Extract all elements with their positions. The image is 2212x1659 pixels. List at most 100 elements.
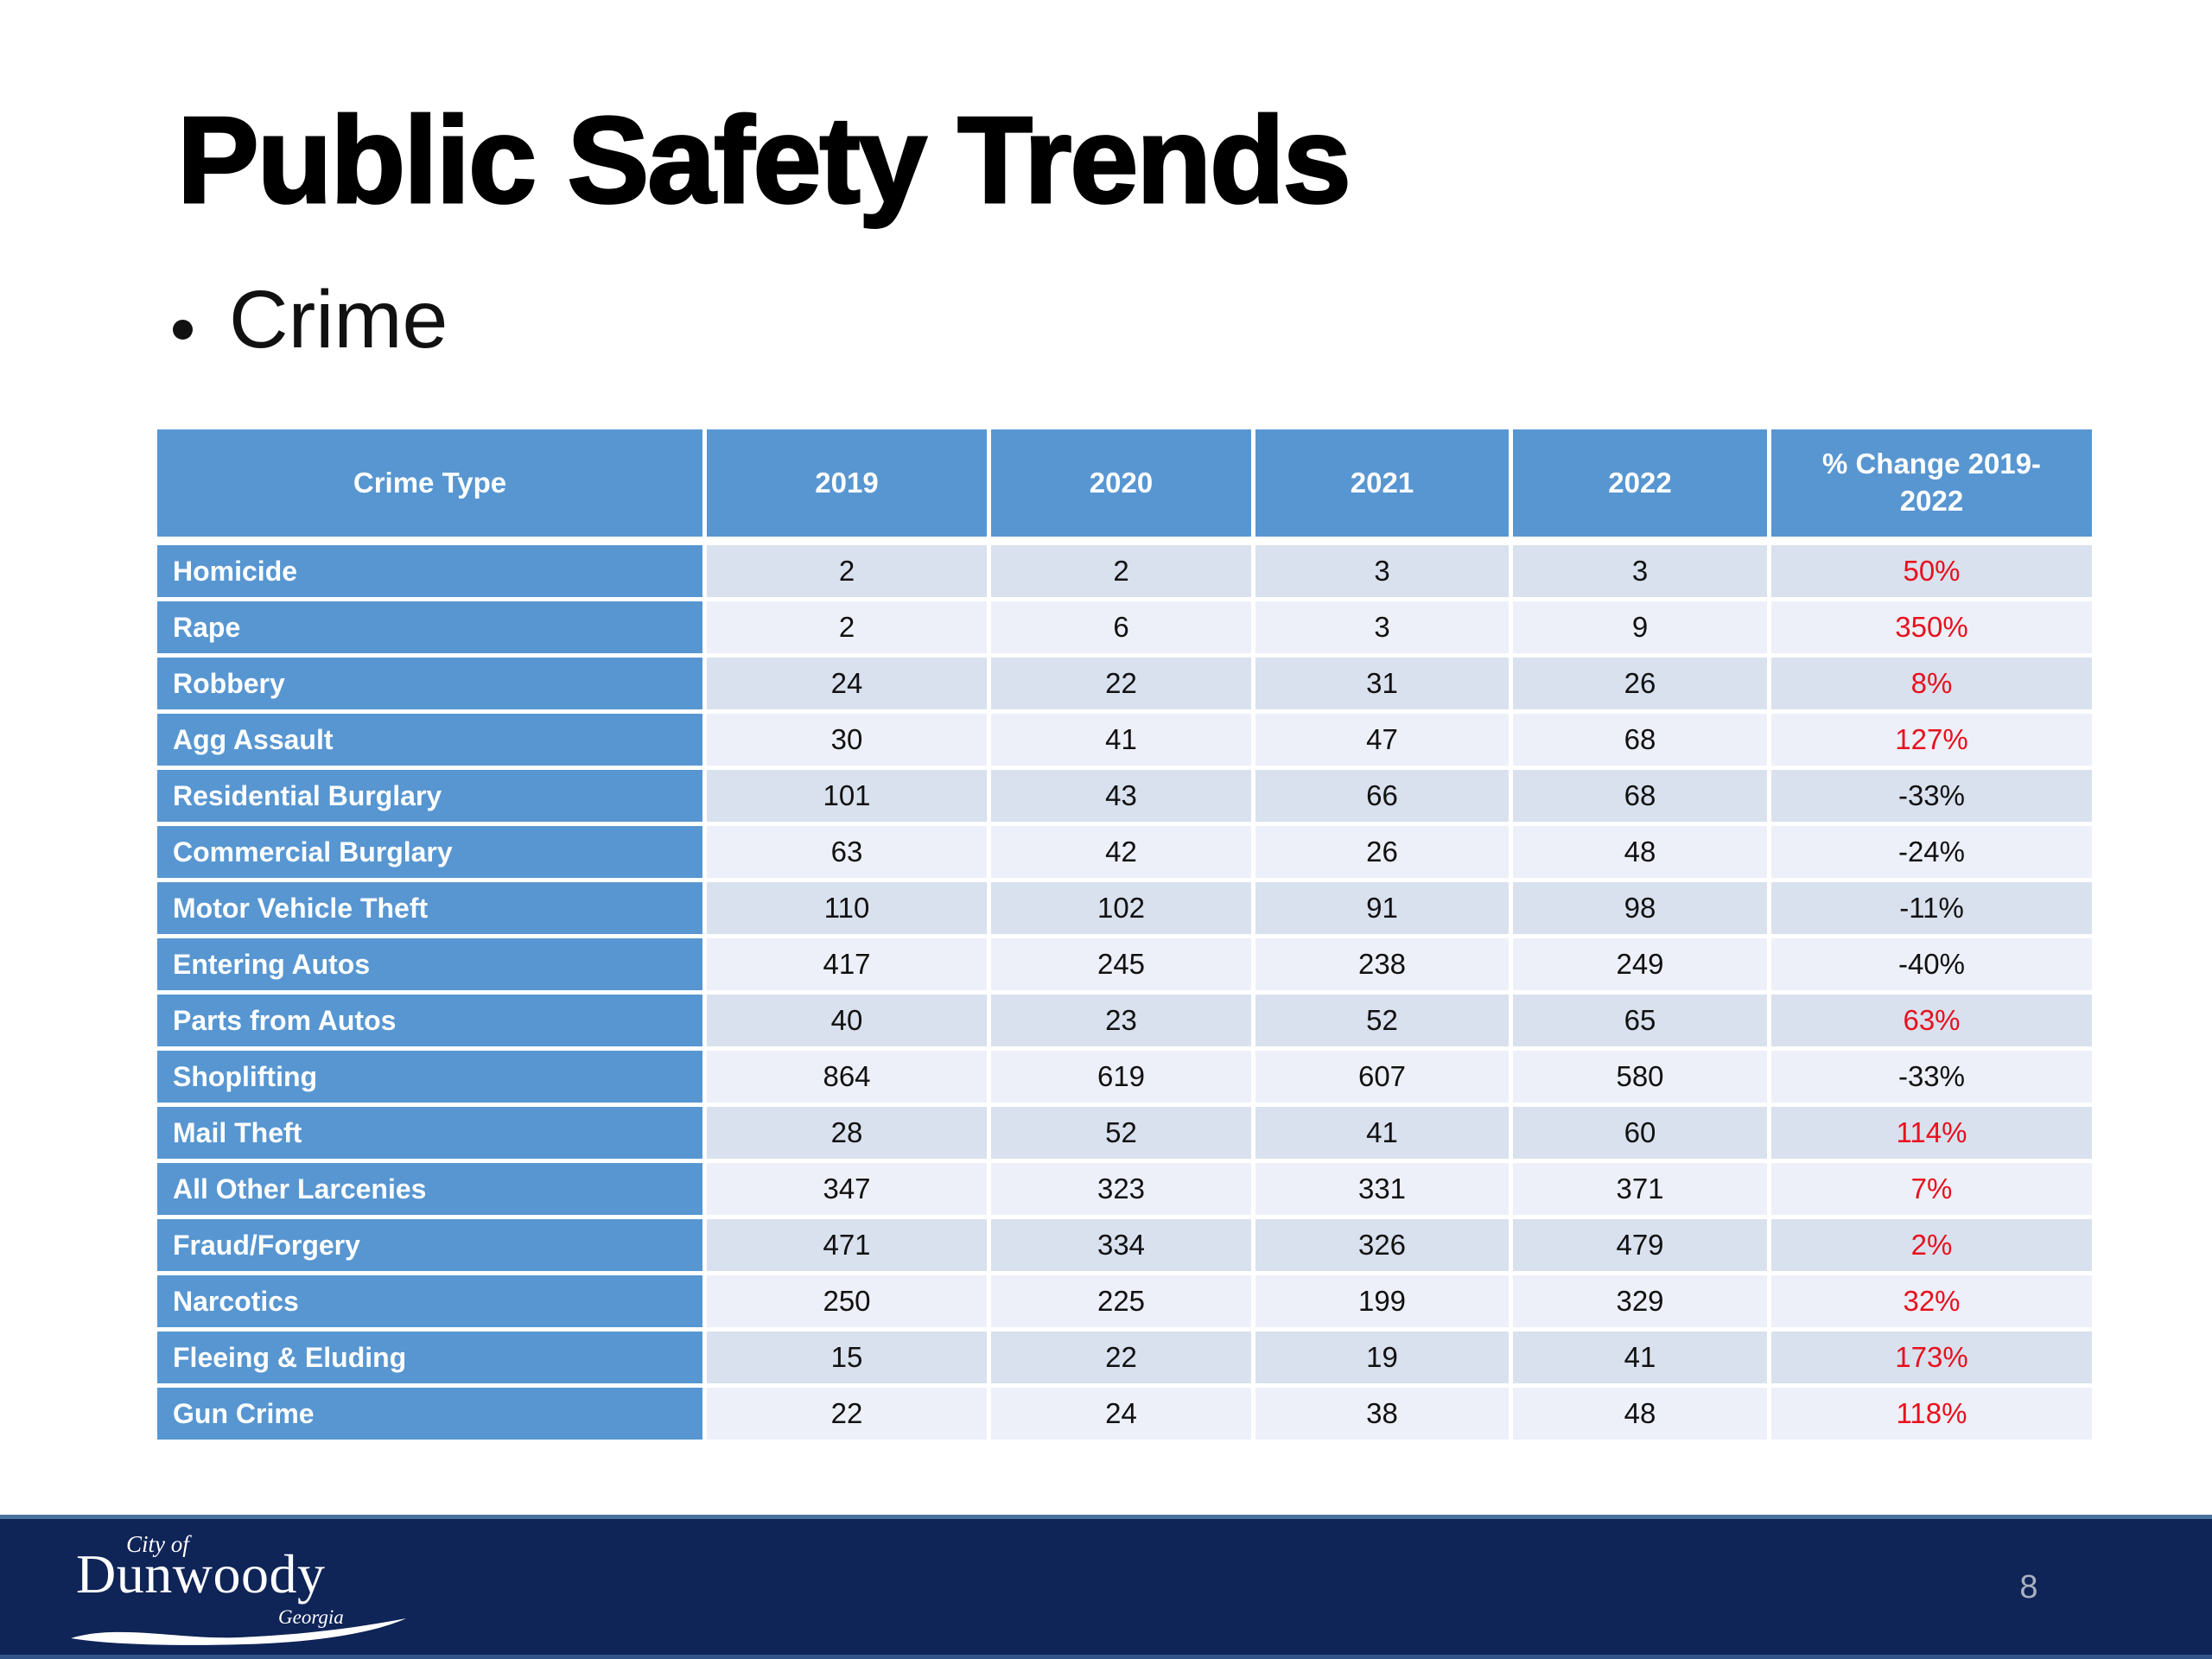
crime-type-cell: Entering Autos <box>157 938 702 990</box>
value-cell: 371 <box>1513 1163 1767 1215</box>
footer-bar: City of Dunwoody Georgia 8 <box>0 1515 2212 1659</box>
value-cell: 41 <box>1255 1107 1509 1159</box>
pct-change-cell: -11% <box>1771 882 2092 934</box>
value-cell: 68 <box>1513 714 1767 766</box>
crime-type-cell: Fleeing & Eluding <box>157 1332 702 1383</box>
value-cell: 101 <box>707 770 987 822</box>
value-cell: 2 <box>707 545 987 597</box>
table-header-label: % Change 2019-2022 <box>1821 448 2042 517</box>
value-cell: 3 <box>1255 601 1509 653</box>
table-header-label: 2021 <box>1350 466 1414 499</box>
value-cell: 249 <box>1513 938 1767 990</box>
value-cell: 28 <box>707 1107 987 1159</box>
pct-change-cell: 8% <box>1771 658 2092 709</box>
value-cell: 2 <box>707 601 987 653</box>
value-cell: 619 <box>991 1051 1251 1103</box>
crime-type-cell: Parts from Autos <box>157 995 702 1046</box>
value-cell: 91 <box>1255 882 1509 934</box>
value-cell: 331 <box>1255 1163 1509 1215</box>
crime-type-cell: Agg Assault <box>157 714 702 766</box>
value-cell: 15 <box>707 1332 987 1383</box>
value-cell: 245 <box>991 938 1251 990</box>
pct-change-cell: -40% <box>1771 938 2092 990</box>
pct-change-cell: 32% <box>1771 1275 2092 1327</box>
table-header-label: Crime Type <box>353 466 507 499</box>
table-header-cell: 2019 <box>707 429 987 537</box>
crime-type-cell: Residential Burglary <box>157 770 702 822</box>
value-cell: 40 <box>707 995 987 1046</box>
pct-change-cell: 114% <box>1771 1107 2092 1159</box>
pct-change-cell: -33% <box>1771 1051 2092 1103</box>
crime-type-cell: Narcotics <box>157 1275 702 1327</box>
value-cell: 41 <box>1513 1332 1767 1383</box>
value-cell: 26 <box>1513 658 1767 709</box>
table-header-row: Crime Type 2019 2020 2021 2022 % Change 2019-… <box>157 429 2094 537</box>
crime-type-cell: Mail Theft <box>157 1107 702 1159</box>
value-cell: 42 <box>991 826 1251 878</box>
pct-change-cell: 127% <box>1771 714 2092 766</box>
table-header-label: 2020 <box>1089 466 1154 499</box>
value-cell: 31 <box>1255 658 1509 709</box>
value-cell: 22 <box>991 658 1251 709</box>
value-cell: 65 <box>1513 995 1767 1046</box>
value-cell: 471 <box>707 1219 987 1271</box>
value-cell: 250 <box>707 1275 987 1327</box>
value-cell: 3 <box>1513 545 1767 597</box>
value-cell: 47 <box>1255 714 1509 766</box>
value-cell: 98 <box>1513 882 1767 934</box>
value-cell: 6 <box>991 601 1251 653</box>
page-title: Public Safety Trends <box>176 92 1353 229</box>
value-cell: 24 <box>991 1388 1251 1440</box>
value-cell: 479 <box>1513 1219 1767 1271</box>
table-header-label: 2019 <box>815 466 879 499</box>
table-header-cell: % Change 2019-2022 <box>1771 429 2092 537</box>
pct-change-cell: -33% <box>1771 770 2092 822</box>
swoosh-icon <box>71 1618 406 1645</box>
value-cell: 24 <box>707 658 987 709</box>
value-cell: 52 <box>1255 995 1509 1046</box>
value-cell: 2 <box>991 545 1251 597</box>
value-cell: 329 <box>1513 1275 1767 1327</box>
page-number: 8 <box>2019 1569 2038 1605</box>
crime-type-cell: Gun Crime <box>157 1388 702 1440</box>
value-cell: 48 <box>1513 1388 1767 1440</box>
value-cell: 9 <box>1513 601 1767 653</box>
value-cell: 52 <box>991 1107 1251 1159</box>
table-header-cell: 2021 <box>1255 429 1509 537</box>
value-cell: 225 <box>991 1275 1251 1327</box>
logo-cityof-text: City of <box>126 1531 189 1557</box>
value-cell: 22 <box>707 1388 987 1440</box>
value-cell: 334 <box>991 1219 1251 1271</box>
value-cell: 347 <box>707 1163 987 1215</box>
table-header-label: 2022 <box>1608 466 1672 499</box>
value-cell: 23 <box>991 995 1251 1046</box>
crime-type-cell: Fraud/Forgery <box>157 1219 702 1271</box>
value-cell: 63 <box>707 826 987 878</box>
value-cell: 30 <box>707 714 987 766</box>
pct-change-cell: 350% <box>1771 601 2092 653</box>
value-cell: 326 <box>1255 1219 1509 1271</box>
value-cell: 60 <box>1513 1107 1767 1159</box>
pct-change-cell: 2% <box>1771 1219 2092 1271</box>
crime-type-cell: Shoplifting <box>157 1051 702 1103</box>
table-header-cell: 2020 <box>991 429 1251 537</box>
value-cell: 199 <box>1255 1275 1509 1327</box>
value-cell: 22 <box>991 1332 1251 1383</box>
pct-change-cell: 7% <box>1771 1163 2092 1215</box>
value-cell: 110 <box>707 882 987 934</box>
value-cell: 323 <box>991 1163 1251 1215</box>
value-cell: 19 <box>1255 1332 1509 1383</box>
table-header-cell: Crime Type <box>157 429 702 537</box>
pct-change-cell: 173% <box>1771 1332 2092 1383</box>
logo-state-text: Georgia <box>278 1606 344 1628</box>
value-cell: 102 <box>991 882 1251 934</box>
bullet-line: Crime <box>173 275 448 365</box>
value-cell: 607 <box>1255 1051 1509 1103</box>
pct-change-cell: 63% <box>1771 995 2092 1046</box>
value-cell: 26 <box>1255 826 1509 878</box>
value-cell: 580 <box>1513 1051 1767 1103</box>
value-cell: 238 <box>1255 938 1509 990</box>
value-cell: 41 <box>991 714 1251 766</box>
table-header-cell: 2022 <box>1513 429 1767 537</box>
